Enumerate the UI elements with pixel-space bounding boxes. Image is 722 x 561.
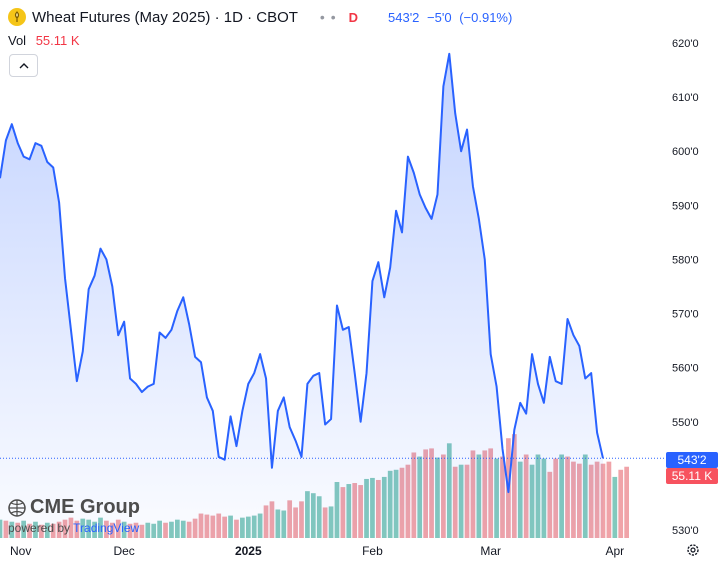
y-tick-label: 560'0 [672,363,699,375]
x-tick-label: Nov [10,544,31,558]
last-volume-tag: 55.11 K [666,468,718,484]
y-tick-label: 570'0 [672,309,699,321]
legend-settings-dots[interactable]: • • [319,9,337,25]
delayed-badge[interactable]: D [348,9,358,25]
volume-legend-value: 55.11 K [35,33,80,48]
volume-legend: Vol 55.11 K [8,33,80,48]
last-price-tag: 543'2 [666,452,718,468]
chart-title: Wheat Futures (May 2025) · 1D · CBOT [32,8,298,26]
price-change: −5'0 [427,9,452,25]
chart-header: Wheat Futures (May 2025) · 1D · CBOT • •… [8,6,516,28]
cme-tradingview-logo[interactable]: CME Group powered by TradingView [8,496,140,535]
volume-legend-label: Vol [8,33,27,48]
y-axis: 620'0 610'0 600'0 590'0 580'0 570'0 560'0 550'0… [672,38,699,537]
logo-brand: CME Group [8,496,140,519]
y-tick-label: 610'0 [672,92,699,104]
y-tick-label: 600'0 [672,146,699,158]
x-axis: Nov Dec 2025 Feb Mar Apr [10,544,624,558]
gear-icon[interactable] [686,543,700,557]
chevron-up-icon [19,62,28,68]
y-tick-label: 590'0 [672,200,699,212]
y-tick-label: 550'0 [672,417,699,429]
y-tick-label: 620'0 [672,38,699,50]
cme-globe-icon [8,498,26,517]
volume-bar [606,461,612,538]
tradingview-text: TradingView [73,521,140,535]
price-line [0,52,604,494]
x-tick-label: Apr [605,544,624,558]
x-tick-label: 2025 [235,544,262,558]
volume-bar [618,469,624,538]
x-tick-label: Dec [113,544,134,558]
volume-bar [612,476,618,538]
collapse-legend-button[interactable] [9,54,38,77]
price-change-pct: (−0.91%) [459,9,513,25]
quote-values: 543'2 −5'0 (−0.91%) [388,10,516,25]
y-tick-label: 530'0 [672,525,699,537]
logo-brand-text: CME Group [30,496,140,518]
x-tick-label: Mar [480,544,501,558]
powered-by-text: powered by [8,521,74,535]
price-area-fill [0,53,603,538]
y-tick-label: 580'0 [672,254,699,266]
wheat-icon [8,8,26,26]
last-price: 543'2 [388,9,420,25]
logo-powered-by: powered by TradingView [8,521,140,535]
volume-bar [624,466,629,538]
x-tick-label: Feb [362,544,383,558]
